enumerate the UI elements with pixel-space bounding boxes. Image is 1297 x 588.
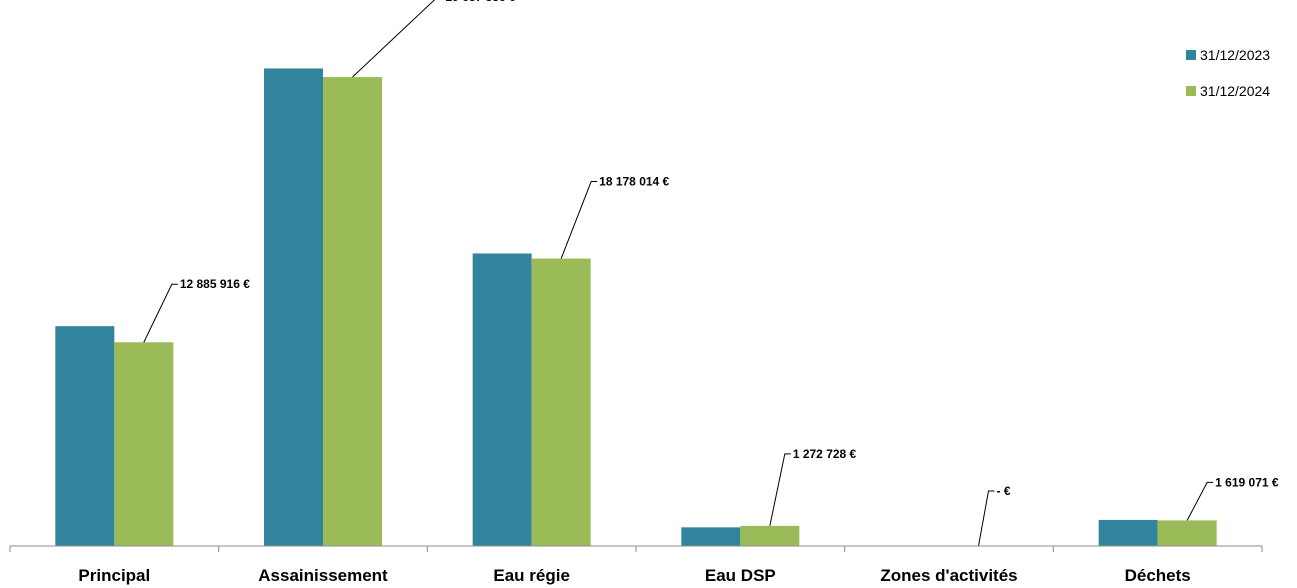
bar-2023 [1098,519,1158,546]
bar-2023 [55,326,115,546]
bar-2023 [681,527,741,546]
leader-line [143,283,178,343]
data-label: 12 885 916 € [180,277,250,291]
bar-2023 [472,253,532,546]
bar-2024 [114,342,174,546]
data-label: 1 619 071 € [1215,475,1279,489]
bars-layer [55,68,1217,547]
leader-line [978,490,995,547]
leader-line [1186,481,1214,521]
leader-line [352,0,436,78]
category-label: Zones d'activités [880,566,1017,585]
data-label: 29 657 336 € [446,0,516,4]
data-labels-layer: 12 885 916 € 29 657 336 € 18 178 014 € 1 27… [180,0,1279,498]
category-label: Eau DSP [705,566,776,585]
leader-lines-layer [143,0,1214,547]
x-axis [9,545,1263,552]
category-labels-layer: Principal Assainissement Eau régie Eau DSP Z… [78,566,1190,585]
category-label: Déchets [1125,566,1191,585]
legend-swatch [1186,86,1196,96]
category-label: Eau régie [493,566,570,585]
data-label: 1 272 728 € [793,447,857,461]
data-label: - € [997,484,1011,498]
legend: 31/12/2023 31/12/2024 [1186,47,1270,99]
category-label: Principal [78,566,150,585]
leader-line [560,181,598,259]
legend-label: 31/12/2024 [1200,83,1270,99]
bar-2024 [740,525,800,546]
legend-label: 31/12/2023 [1200,47,1270,63]
bar-2024 [323,77,382,547]
category-label: Assainissement [258,566,388,585]
data-label: 18 178 014 € [599,175,669,189]
bar-2024 [531,258,591,546]
bar-2024 [1157,520,1217,546]
legend-swatch [1186,50,1196,60]
leader-line [769,453,791,526]
bar-2023 [264,68,323,547]
